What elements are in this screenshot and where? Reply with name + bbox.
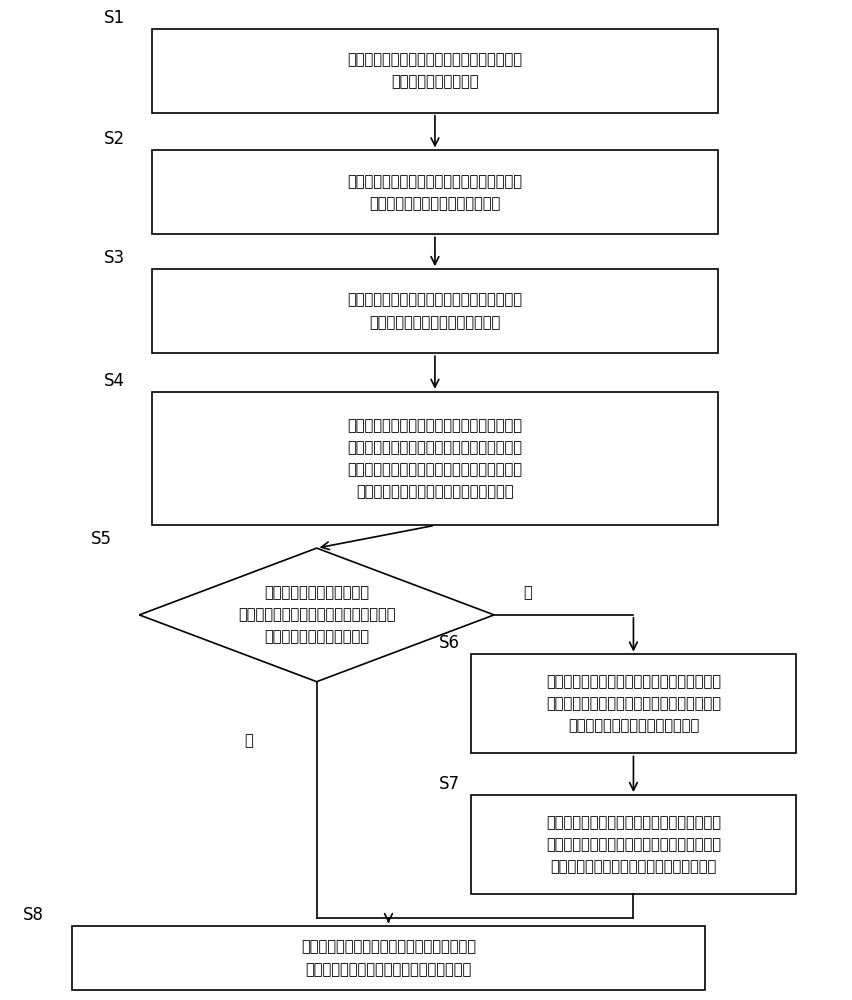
Text: S1: S1 (103, 9, 124, 27)
FancyBboxPatch shape (72, 926, 705, 990)
Text: 电动汽车用户通过智能终端上报电动汽车次日
联网时段以及需求电量: 电动汽车用户通过智能终端上报电动汽车次日 联网时段以及需求电量 (347, 52, 521, 89)
Text: S2: S2 (103, 130, 124, 148)
Text: 微网控制中心根据电动汽车
电量需求以及电动应援车的荷电状态决定
是否进行电动应援车的调度: 微网控制中心根据电动汽车 电量需求以及电动应援车的荷电状态决定 是否进行电动应援… (238, 585, 395, 645)
FancyBboxPatch shape (470, 795, 795, 894)
FancyBboxPatch shape (152, 269, 717, 353)
Text: 微网控制中心根据天气预报信息，预测微电网
内新能源电源发电时段以及发电率: 微网控制中心根据天气预报信息，预测微电网 内新能源电源发电时段以及发电率 (347, 293, 521, 330)
Polygon shape (139, 548, 493, 682)
Text: 微网控制中心根据电动汽车聚合的电量需求以
及预测的发电量调整电价信息，同时广播给智
能终端，智能终端以用户的效用函数最大为目
标决定电动汽车每个时间段的充放电行: 微网控制中心根据电动汽车聚合的电量需求以 及预测的发电量调整电价信息，同时广播给… (347, 418, 521, 499)
Text: S5: S5 (90, 530, 112, 548)
Text: 实时运行中的智能终端通过双向充放电装置自
动控制电动汽车充放电，并支付充电费用。: 实时运行中的智能终端通过双向充放电装置自 动控制电动汽车充放电，并支付充电费用。 (301, 940, 475, 977)
FancyBboxPatch shape (470, 654, 795, 753)
FancyBboxPatch shape (152, 392, 717, 525)
Text: S4: S4 (103, 372, 124, 390)
Text: 智能终端将车主上报的电动汽车次日联网时段
以及需求电量上报给微网控制中心: 智能终端将车主上报的电动汽车次日联网时段 以及需求电量上报给微网控制中心 (347, 174, 521, 211)
Text: S8: S8 (23, 906, 44, 924)
Text: 电动应援车根据微网控制中心的能量调度信息
进行充放电，实现在电量紧急时刻将电量输送
给微电网，在电量盈余时刻进行充电储能。: 电动应援车根据微网控制中心的能量调度信息 进行充放电，实现在电量紧急时刻将电量输… (545, 815, 720, 874)
FancyBboxPatch shape (152, 150, 717, 234)
Text: S7: S7 (439, 775, 460, 793)
FancyBboxPatch shape (152, 29, 717, 113)
Text: 否: 否 (245, 734, 253, 749)
Text: S6: S6 (439, 634, 460, 652)
Text: 是: 是 (523, 585, 532, 600)
Text: 电动应援车根据微网控制中心的能量调度信息
进行路劲规划，并控制电动应援车的移动，使
其到达指定地点并进行行驶记录。: 电动应援车根据微网控制中心的能量调度信息 进行路劲规划，并控制电动应援车的移动，… (545, 674, 720, 734)
Text: S3: S3 (103, 249, 124, 267)
